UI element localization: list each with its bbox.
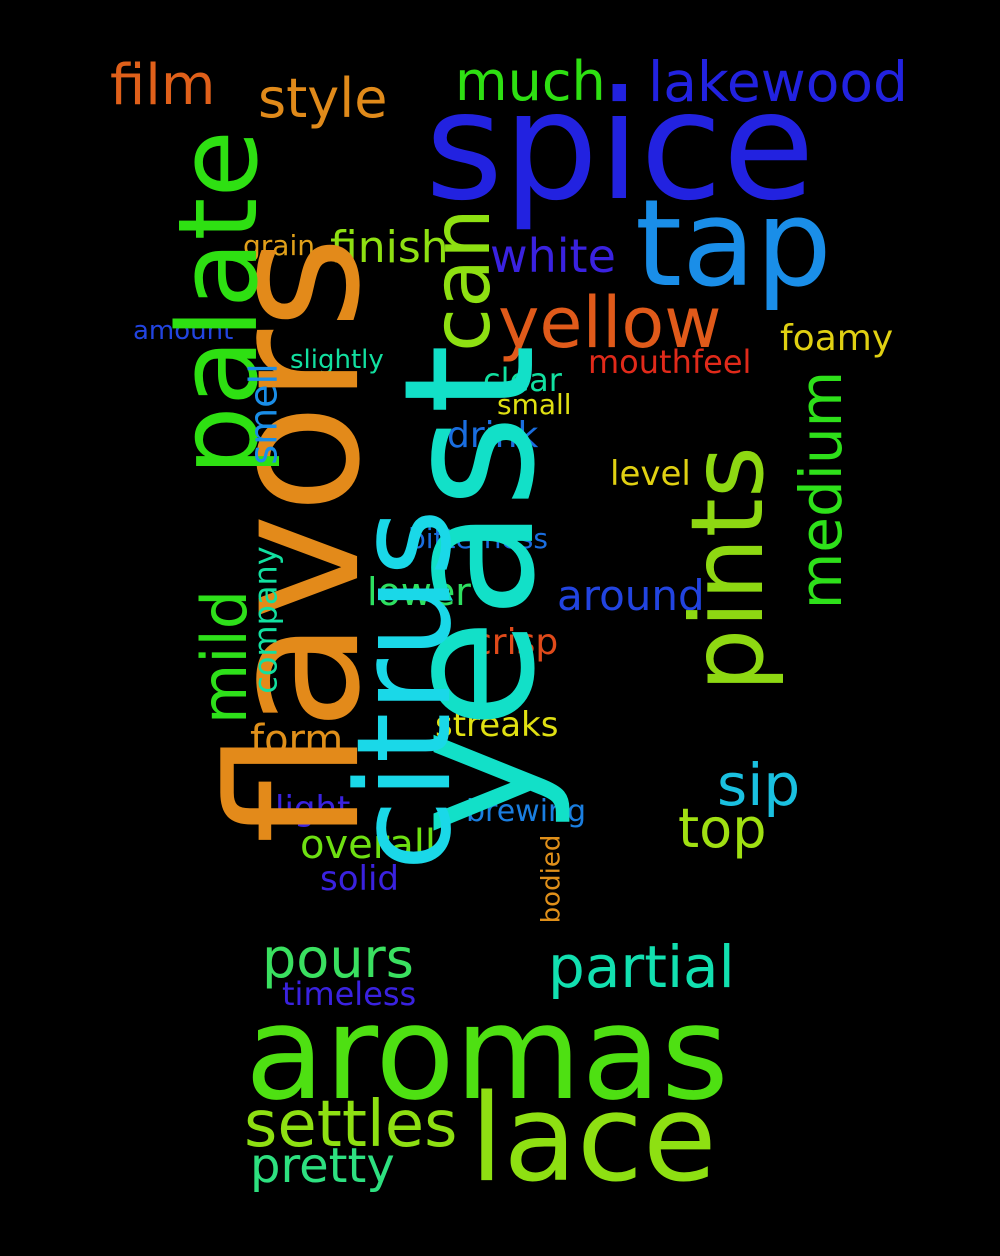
word-around: around — [557, 571, 705, 620]
word-brewing: brewing — [466, 794, 587, 829]
word-solid: solid — [320, 859, 399, 899]
word-grain: grain — [243, 229, 315, 262]
word-streaks: streaks — [435, 705, 559, 745]
word-citrus: citrus — [328, 508, 481, 872]
word-lakewood: lakewood — [648, 50, 908, 114]
word-level: level — [610, 454, 691, 494]
word-crisp: crisp — [472, 622, 559, 663]
word-white: white — [490, 229, 616, 283]
word-settles: settles — [244, 1088, 458, 1162]
word-film: film — [110, 53, 216, 118]
word-medium: medium — [787, 370, 856, 610]
word-foamy: foamy — [780, 318, 894, 359]
word-bitterness: bitterness — [408, 522, 548, 555]
word-clear: clear — [483, 361, 562, 399]
word-tap: tap — [635, 175, 832, 314]
word-small: small — [497, 388, 572, 421]
word-light: light — [275, 789, 351, 829]
word-lower: lower — [367, 570, 471, 614]
word-pours: pours — [262, 927, 414, 990]
word-overall: overall — [300, 822, 436, 868]
word-top: top — [678, 797, 767, 860]
word-mouthfeel: mouthfeel — [588, 343, 752, 381]
word-spice: spice — [425, 60, 815, 234]
word-drink: drink — [447, 415, 539, 456]
word-form: form — [250, 717, 344, 763]
word-aromas: aromas — [245, 977, 729, 1129]
word-company: company — [246, 546, 285, 694]
word-lace: lace — [470, 1070, 717, 1209]
word-sip: sip — [717, 751, 801, 819]
word-slightly: slightly — [290, 345, 384, 375]
word-finish: finish — [330, 222, 449, 273]
word-can: can — [414, 208, 508, 352]
word-style: style — [258, 67, 388, 130]
word-partial: partial — [548, 933, 735, 1001]
word-timeless: timeless — [282, 975, 417, 1013]
word-bodied: bodied — [536, 834, 567, 924]
word-pretty: pretty — [250, 1138, 395, 1194]
word-amount: amount — [133, 316, 234, 346]
word-much: much — [455, 50, 606, 113]
word-yellow: yellow — [498, 282, 722, 364]
word-pints: pints — [668, 446, 786, 692]
word-smell: smell — [241, 363, 286, 465]
